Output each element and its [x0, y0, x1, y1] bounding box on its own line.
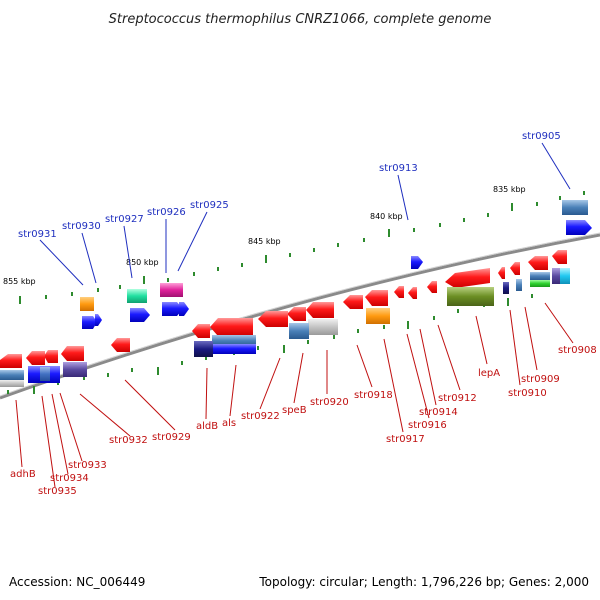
gene-adhB-arrow[interactable] — [0, 354, 22, 368]
gene-lepA-arrow[interactable] — [445, 268, 490, 288]
label-str0908: str0908 — [558, 345, 597, 356]
scale-ticks-upper — [19, 191, 585, 304]
label-str0925: str0925 — [190, 200, 229, 211]
label-speB: speB — [282, 405, 307, 416]
label-adhB: adhB — [10, 469, 36, 480]
scale-ticks-lower — [7, 294, 533, 394]
gene-str0910d-arrow[interactable] — [498, 267, 505, 279]
gene-speB-feature[interactable] — [289, 323, 309, 339]
label-str0905: str0905 — [522, 131, 561, 142]
forward-label-lines — [39, 142, 571, 286]
gene-str0926-arrow[interactable] — [162, 302, 183, 316]
label-str0916: str0916 — [408, 420, 447, 431]
gene-str0918-arrow[interactable] — [343, 295, 363, 309]
label-str0931: str0931 — [18, 229, 57, 240]
gene-str0925-arrow[interactable] — [179, 302, 189, 316]
forward-genes — [80, 200, 592, 329]
label-lepA: lepA — [478, 368, 500, 379]
gene-aldB-arrow[interactable] — [192, 324, 210, 338]
label-als: als — [222, 418, 236, 429]
gene-str0914-arrow[interactable] — [408, 287, 417, 299]
label-str0926: str0926 — [147, 207, 186, 218]
map-title: Streptococcus thermophilus CNRZ1066, com… — [109, 12, 492, 27]
scale-label-840: 840 kbp — [370, 212, 403, 221]
reverse-label-lines — [15, 302, 574, 488]
label-str0917: str0917 — [386, 434, 425, 445]
label-str0909: str0909 — [521, 374, 560, 385]
scale-label-855: 855 kbp — [3, 277, 36, 286]
gene-str0909b-feature[interactable] — [552, 268, 560, 284]
gene-str0905-feature[interactable] — [562, 200, 588, 215]
label-str0912: str0912 — [438, 393, 477, 404]
gene-adhB-feature[interactable] — [0, 370, 24, 380]
gene-str0908-arrow[interactable] — [552, 250, 567, 264]
gene-lepA-feature[interactable] — [447, 287, 494, 306]
gene-str0934-arrow[interactable] — [26, 351, 45, 365]
gene-str0927-arrow[interactable] — [130, 308, 150, 322]
gene-str0927-feature[interactable] — [127, 289, 147, 303]
label-str0930: str0930 — [62, 221, 101, 232]
gene-str0933-arrow[interactable] — [44, 350, 58, 363]
footer-accession: Accession: NC_006449 — [9, 575, 145, 589]
gene-str0930-arrow[interactable] — [95, 314, 102, 326]
label-aldB: aldB — [196, 421, 218, 432]
gene-str0911-feature[interactable] — [516, 279, 522, 291]
label-str0929: str0929 — [152, 432, 191, 443]
gene-str0917-arrow[interactable] — [365, 290, 388, 306]
reverse-genes — [0, 250, 570, 387]
label-str0913: str0913 — [379, 163, 418, 174]
gene-str0920-feature[interactable] — [308, 319, 338, 335]
label-str0922: str0922 — [241, 411, 280, 422]
gene-str0910-feature[interactable] — [530, 272, 550, 280]
label-str0910: str0910 — [508, 388, 547, 399]
gene-adhB-feature-b[interactable] — [0, 380, 24, 387]
gene-str0908b-arrow[interactable] — [528, 256, 548, 270]
label-str0932: str0932 — [109, 435, 148, 446]
scale-label-845: 845 kbp — [248, 237, 281, 246]
gene-als-feature[interactable] — [212, 335, 256, 346]
gene-str0922-arrow[interactable] — [258, 311, 288, 327]
gene-str0920-arrow[interactable] — [306, 302, 334, 318]
label-str0935: str0935 — [38, 486, 77, 497]
label-str0934: str0934 — [50, 473, 89, 484]
gene-str0926-feature[interactable] — [160, 283, 183, 297]
gene-aldB-feature[interactable] — [194, 341, 213, 357]
gene-str0911b-feature[interactable] — [503, 282, 509, 294]
gene-str0913-arrow[interactable] — [411, 256, 423, 269]
label-str0933: str0933 — [68, 460, 107, 471]
gene-str0917-feature[interactable] — [366, 308, 390, 324]
gene-str0932-arrow[interactable] — [61, 346, 84, 361]
gene-als-arrow[interactable] — [210, 318, 253, 336]
gene-str0905-arrow[interactable] — [566, 220, 592, 235]
gene-speB-arrow[interactable] — [287, 307, 306, 321]
footer-summary: Topology: circular; Length: 1,796,226 bp… — [258, 575, 589, 589]
scale-label-835: 835 kbp — [493, 185, 526, 194]
gene-str0935-feature[interactable] — [40, 367, 50, 381]
gene-str0929-arrow[interactable] — [111, 338, 130, 352]
label-str0927: str0927 — [105, 214, 144, 225]
gene-str0912-arrow[interactable] — [427, 281, 437, 293]
gene-str0931-arrow[interactable] — [82, 316, 97, 329]
gene-als-feature-b[interactable] — [212, 344, 256, 354]
scale-label-850: 850 kbp — [126, 258, 159, 267]
gene-str0910b-feature[interactable] — [530, 280, 550, 287]
label-str0914: str0914 — [419, 407, 458, 418]
label-str0918: str0918 — [354, 390, 393, 401]
gene-str0916-arrow[interactable] — [394, 286, 404, 298]
gene-str0910c-arrow[interactable] — [510, 262, 520, 275]
label-str0920: str0920 — [310, 397, 349, 408]
gene-str0932-feature[interactable] — [63, 362, 87, 377]
gene-str0931-feature[interactable] — [80, 297, 94, 311]
